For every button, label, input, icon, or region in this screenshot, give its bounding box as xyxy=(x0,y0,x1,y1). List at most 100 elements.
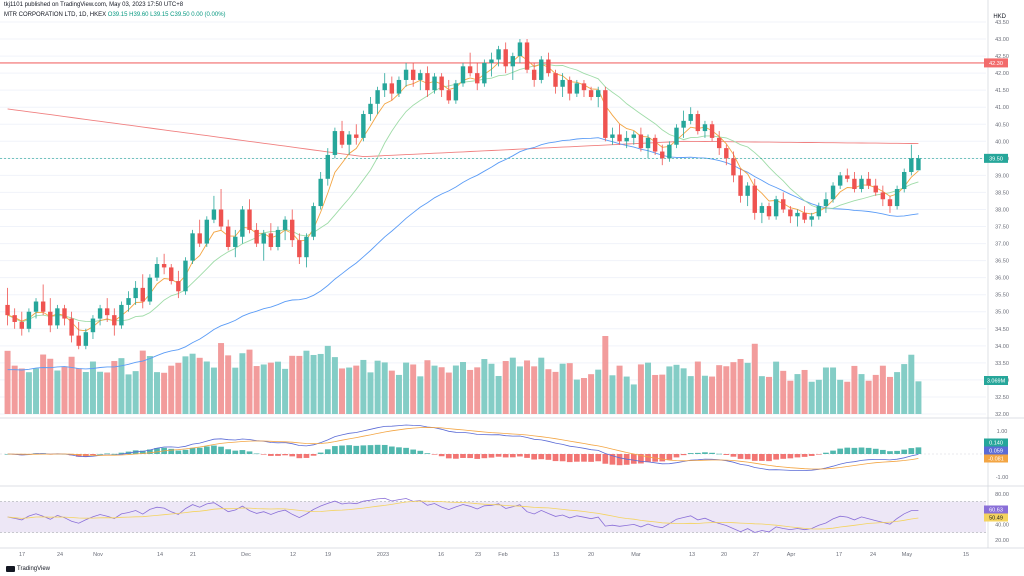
volume-bar xyxy=(573,379,580,414)
volume-bar xyxy=(253,366,260,414)
volume-bar xyxy=(40,354,47,414)
macd-histogram-bar xyxy=(766,454,772,462)
candle-body xyxy=(894,189,900,207)
candle-body xyxy=(859,178,864,190)
x-tick-label: 16 xyxy=(438,552,444,558)
price-tick-label: 38.50 xyxy=(995,190,1009,196)
candle-body xyxy=(802,212,807,220)
candle-body xyxy=(610,134,615,138)
macd-histogram-bar xyxy=(915,447,922,454)
x-tick-label: 27 xyxy=(753,552,759,558)
macd-histogram-bar xyxy=(239,450,246,454)
x-tick-label: 23 xyxy=(475,552,481,558)
candle-body xyxy=(510,56,516,67)
x-tick-label: Nov xyxy=(93,552,103,558)
macd-value-tag xyxy=(984,438,1008,447)
candle-body xyxy=(76,335,81,346)
macd-histogram-bar xyxy=(324,449,331,454)
x-tick-label: Dec xyxy=(241,552,251,558)
volume-bar xyxy=(89,361,96,414)
candle-body xyxy=(275,229,281,247)
candle-body xyxy=(26,311,32,329)
macd-histogram-bar xyxy=(901,449,908,454)
volume-bar xyxy=(488,363,495,414)
price-tick-label: 34.00 xyxy=(995,344,1009,350)
x-tick-label: 19 xyxy=(325,552,331,558)
last-price-label: 39.50 xyxy=(989,156,1003,162)
macd-tick-label: -1.00 xyxy=(996,475,1009,481)
macd-histogram-bar xyxy=(104,453,111,455)
macd-histogram-bar xyxy=(268,454,274,456)
volume-bar xyxy=(879,365,886,414)
volume-bar xyxy=(82,371,89,414)
volume-bar xyxy=(68,356,75,414)
volume-bar xyxy=(25,372,32,414)
x-tick-label: 20 xyxy=(721,552,727,558)
volume-bar xyxy=(474,367,481,414)
macd-histogram-bar xyxy=(90,454,96,456)
candle-body xyxy=(482,62,487,84)
candle-body xyxy=(716,137,722,149)
macd-histogram-bar xyxy=(801,454,808,457)
volume-bar xyxy=(744,362,751,414)
volume-bar xyxy=(552,371,559,414)
macd-signal-line xyxy=(7,427,919,470)
macd-histogram-bar xyxy=(744,454,751,460)
candle-body xyxy=(724,148,729,159)
price-tick-label: 36.00 xyxy=(995,276,1009,282)
macd-histogram-bar xyxy=(431,454,438,455)
candle-body xyxy=(489,59,494,63)
macd-histogram-bar xyxy=(509,454,516,458)
volume-bar xyxy=(709,376,716,414)
price-tick-label: 39.00 xyxy=(995,173,1009,179)
macd-histogram-bar xyxy=(823,452,829,454)
volume-bar xyxy=(566,363,573,414)
ohlc-values: O39.15 H39.60 L39.15 C39.50 0.00 (0.00%) xyxy=(107,12,226,18)
volume-bar xyxy=(730,362,737,414)
price-tick-label: 35.50 xyxy=(995,293,1009,299)
volume-bar xyxy=(33,368,40,414)
volume-bar xyxy=(11,365,18,414)
candle-body xyxy=(638,134,644,149)
candle-body xyxy=(225,226,231,247)
candle-body xyxy=(432,76,437,91)
macd-histogram-bar xyxy=(730,454,737,457)
volume-bar xyxy=(445,372,452,414)
macd-histogram-bar xyxy=(474,454,481,459)
volume-bar xyxy=(837,379,844,414)
candle-body xyxy=(240,209,245,237)
candle-body xyxy=(418,73,423,80)
price-tick-label: 37.00 xyxy=(995,242,1009,248)
candle-body xyxy=(354,134,359,138)
volume-bar xyxy=(203,361,210,414)
macd-histogram-bar xyxy=(438,454,445,457)
candle-body xyxy=(674,127,679,145)
price-tick-label: 34.50 xyxy=(995,327,1009,333)
volume-bar xyxy=(844,381,851,414)
macd-histogram-bar xyxy=(630,454,637,464)
logo-text: TradingView xyxy=(17,566,51,572)
candle-body xyxy=(218,209,224,227)
candle-body xyxy=(375,90,380,104)
volume-bar xyxy=(346,367,353,414)
macd-histogram-bar xyxy=(218,446,224,454)
candle-body xyxy=(902,171,907,190)
macd-histogram-bar xyxy=(75,454,82,457)
volume-bar xyxy=(97,371,104,414)
volume-bar xyxy=(4,350,11,414)
volume-bar xyxy=(908,354,915,414)
candle-body xyxy=(297,240,302,258)
x-tick-label: Mar xyxy=(631,552,641,558)
volume-bar xyxy=(339,368,346,414)
macd-histogram-bar xyxy=(139,450,146,454)
macd-histogram-bar xyxy=(381,444,388,454)
price-tick-label: 41.00 xyxy=(995,105,1009,111)
ma-red-line xyxy=(7,108,919,158)
candle-body xyxy=(247,209,252,230)
candle-body xyxy=(517,42,523,57)
candle-body xyxy=(603,90,608,138)
volume-bar xyxy=(666,366,673,414)
candle-body xyxy=(382,83,387,91)
price-tick-label: 41.50 xyxy=(995,88,1009,94)
